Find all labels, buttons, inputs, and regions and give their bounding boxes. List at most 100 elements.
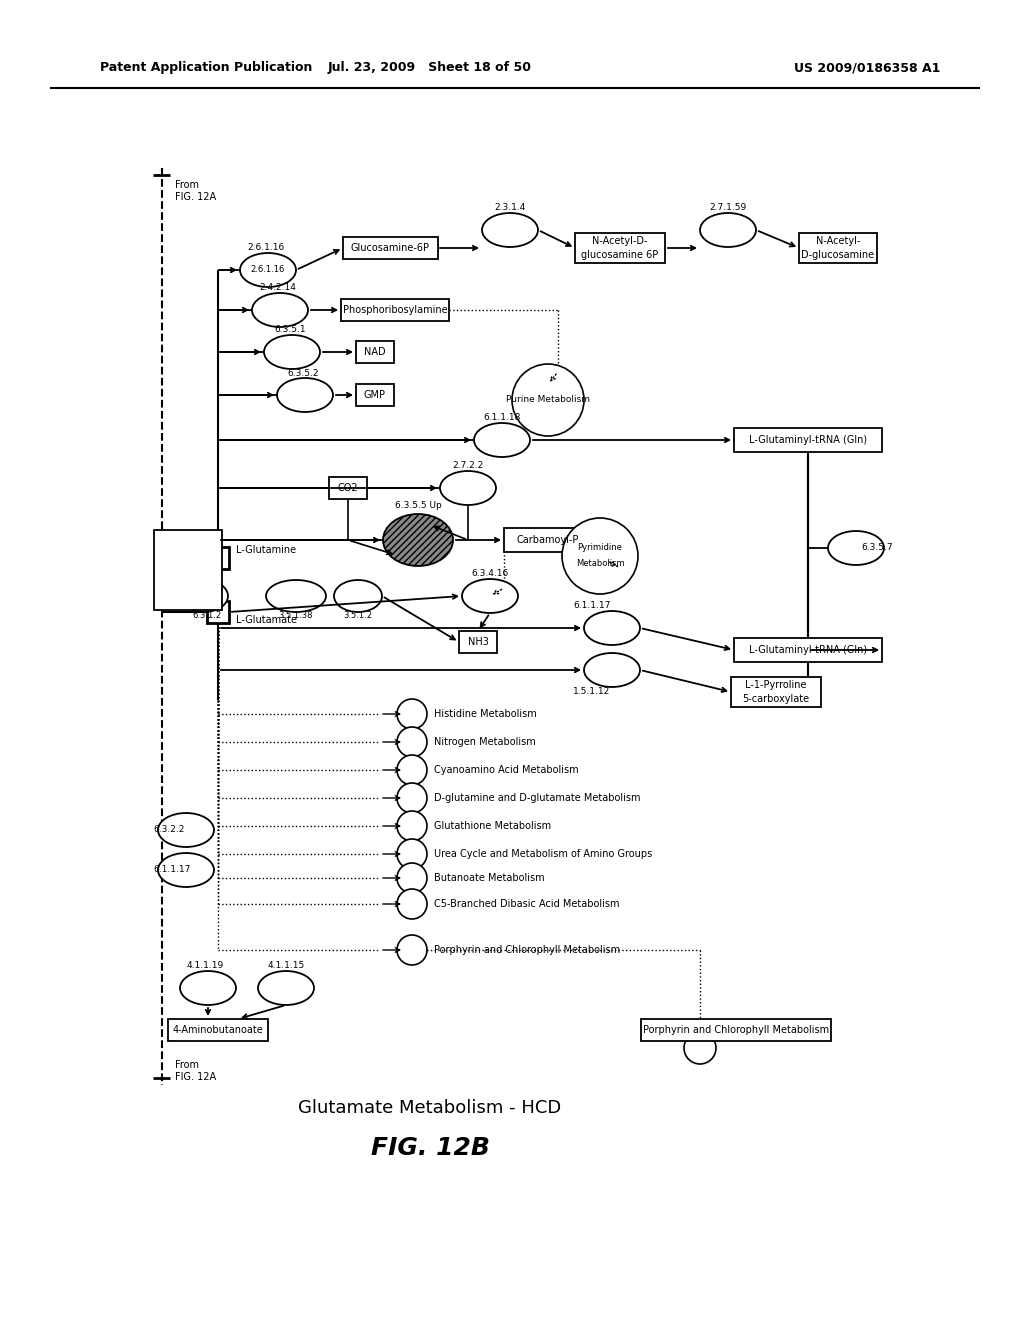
Text: Histidine Metabolism: Histidine Metabolism <box>434 709 537 719</box>
Text: From: From <box>175 1060 199 1071</box>
Bar <box>342 238 437 259</box>
Ellipse shape <box>180 972 236 1005</box>
Text: D-glucosamine: D-glucosamine <box>802 249 874 260</box>
Bar <box>734 428 882 451</box>
Ellipse shape <box>397 810 427 841</box>
Text: Porphyrin and Chlorophyll Metabolism: Porphyrin and Chlorophyll Metabolism <box>643 1026 829 1035</box>
Text: 2.7.2.2: 2.7.2.2 <box>453 462 483 470</box>
Bar <box>154 531 222 610</box>
Ellipse shape <box>482 213 538 247</box>
Text: 2.6.1.16: 2.6.1.16 <box>248 243 285 252</box>
Ellipse shape <box>334 579 382 612</box>
Text: Patent Application Publication: Patent Application Publication <box>100 62 312 74</box>
Text: L-Glutaminyl-tRNA (Gln): L-Glutaminyl-tRNA (Gln) <box>749 436 867 445</box>
Text: 6.1.1.17: 6.1.1.17 <box>573 602 610 610</box>
Ellipse shape <box>684 1032 716 1064</box>
Ellipse shape <box>397 727 427 756</box>
Text: Phosphoribosylamine: Phosphoribosylamine <box>343 305 447 315</box>
Bar <box>731 677 821 708</box>
Bar <box>799 234 877 263</box>
Text: Urea Cycle and Metabolism of Amino Groups: Urea Cycle and Metabolism of Amino Group… <box>434 849 652 859</box>
Bar <box>459 631 497 653</box>
Text: 6.3.4.16: 6.3.4.16 <box>471 569 509 578</box>
Text: 3.5.1.38: 3.5.1.38 <box>279 611 313 620</box>
Text: Porphyrin and Chlorophyll Metabolism: Porphyrin and Chlorophyll Metabolism <box>434 945 621 954</box>
Bar <box>168 1019 268 1041</box>
Ellipse shape <box>397 888 427 919</box>
Ellipse shape <box>258 972 314 1005</box>
Text: L-Glutamine: L-Glutamine <box>236 545 296 554</box>
Text: L-Glutamate: L-Glutamate <box>236 615 297 624</box>
Ellipse shape <box>462 579 518 612</box>
Text: 6.3.5.7: 6.3.5.7 <box>861 544 893 553</box>
Text: Cyanoamino Acid Metabolism: Cyanoamino Acid Metabolism <box>434 766 579 775</box>
Text: NH3: NH3 <box>468 638 488 647</box>
Text: 6.3.2.2: 6.3.2.2 <box>153 825 184 834</box>
Ellipse shape <box>397 840 427 869</box>
Text: 1.5.1.12: 1.5.1.12 <box>573 688 610 697</box>
Text: 6.1.1.18: 6.1.1.18 <box>483 413 520 422</box>
Ellipse shape <box>584 653 640 686</box>
Text: Nitrogen Metabolism: Nitrogen Metabolism <box>434 737 536 747</box>
Text: 2.6.1.16: 2.6.1.16 <box>251 265 286 275</box>
Ellipse shape <box>252 293 308 327</box>
Ellipse shape <box>512 364 584 436</box>
Text: Pyrimidine: Pyrimidine <box>578 544 623 553</box>
Bar <box>504 528 592 552</box>
Bar <box>356 341 394 363</box>
Text: Glutamate Metabolism - HCD: Glutamate Metabolism - HCD <box>298 1100 561 1117</box>
Text: N-Acetyl-D-: N-Acetyl-D- <box>592 236 648 246</box>
Ellipse shape <box>584 611 640 645</box>
Ellipse shape <box>266 579 326 612</box>
Text: From: From <box>175 180 199 190</box>
Ellipse shape <box>158 813 214 847</box>
Text: 2.7.1.59: 2.7.1.59 <box>710 203 746 213</box>
Bar <box>575 234 665 263</box>
Ellipse shape <box>264 335 319 370</box>
Bar <box>356 384 394 407</box>
Text: D-glutamine and D-glutamate Metabolism: D-glutamine and D-glutamate Metabolism <box>434 793 640 803</box>
Text: Glucosamine-6P: Glucosamine-6P <box>350 243 429 253</box>
Text: CO2: CO2 <box>338 483 358 492</box>
Bar <box>207 546 229 569</box>
Text: L-1-Pyrroline: L-1-Pyrroline <box>745 680 807 690</box>
Text: 5-carboxylate: 5-carboxylate <box>742 694 810 704</box>
Bar <box>341 300 449 321</box>
Text: Purine Metabolism: Purine Metabolism <box>506 396 590 404</box>
Text: C5-Branched Dibasic Acid Metabolism: C5-Branched Dibasic Acid Metabolism <box>434 899 620 909</box>
Text: Glutathione Metabolism: Glutathione Metabolism <box>434 821 551 832</box>
Ellipse shape <box>397 935 427 965</box>
Ellipse shape <box>397 755 427 785</box>
Text: FIG. 12A: FIG. 12A <box>175 1072 216 1082</box>
Text: L-Glutaminyl-tRNA (Gln): L-Glutaminyl-tRNA (Gln) <box>749 645 867 655</box>
Ellipse shape <box>562 517 638 594</box>
Ellipse shape <box>240 253 296 286</box>
Ellipse shape <box>700 213 756 247</box>
Text: Butanoate Metabolism: Butanoate Metabolism <box>434 873 545 883</box>
Text: glucosamine 6P: glucosamine 6P <box>582 249 658 260</box>
Ellipse shape <box>397 863 427 894</box>
Text: 6.3.5.1: 6.3.5.1 <box>274 326 306 334</box>
Text: FIG. 12B: FIG. 12B <box>371 1137 489 1160</box>
Ellipse shape <box>383 513 453 566</box>
Text: US 2009/0186358 A1: US 2009/0186358 A1 <box>794 62 940 74</box>
Text: 6.3.1.2: 6.3.1.2 <box>193 611 221 620</box>
Text: 4.1.1.19: 4.1.1.19 <box>186 961 223 970</box>
Ellipse shape <box>278 378 333 412</box>
Text: Metabolism: Metabolism <box>575 560 625 569</box>
Bar <box>329 477 367 499</box>
Text: 6.3.5.5 Up: 6.3.5.5 Up <box>394 500 441 510</box>
Ellipse shape <box>474 422 530 457</box>
Ellipse shape <box>440 471 496 506</box>
Text: 6.1.1.17: 6.1.1.17 <box>153 866 190 874</box>
Text: 2.4.2.14: 2.4.2.14 <box>259 284 296 293</box>
Ellipse shape <box>397 783 427 813</box>
Ellipse shape <box>180 579 228 612</box>
Ellipse shape <box>397 700 427 729</box>
Text: GMP: GMP <box>364 389 386 400</box>
Text: 4.1.1.15: 4.1.1.15 <box>267 961 304 970</box>
Text: Carbamoyl-P: Carbamoyl-P <box>517 535 580 545</box>
Text: 4-Aminobutanoate: 4-Aminobutanoate <box>173 1026 263 1035</box>
Text: FIG. 12A: FIG. 12A <box>175 191 216 202</box>
Text: N-Acetyl-: N-Acetyl- <box>816 236 860 246</box>
